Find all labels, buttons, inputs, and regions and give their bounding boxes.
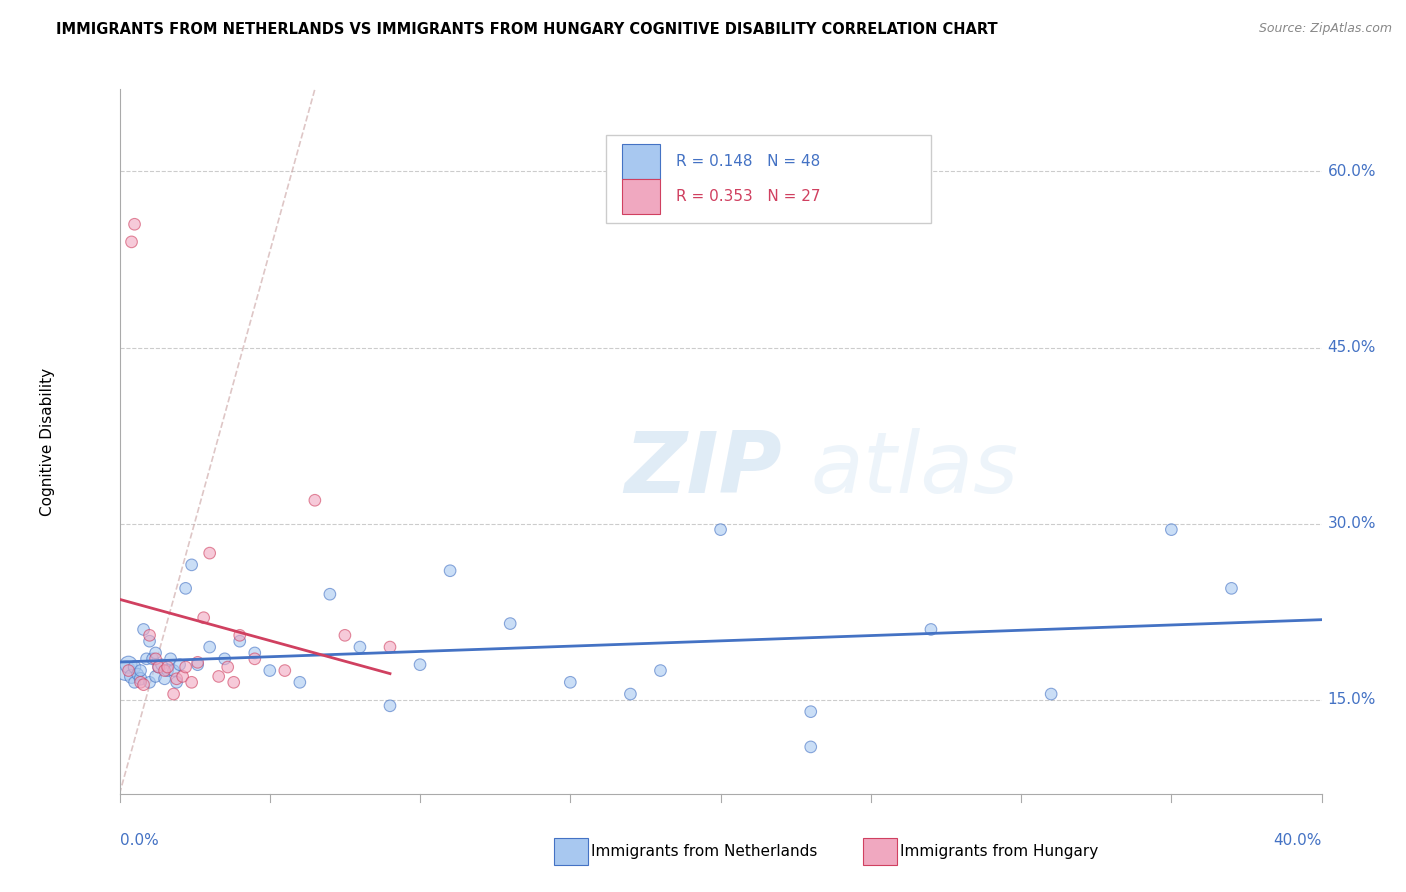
Point — [198, 546, 221, 560]
Point — [243, 646, 266, 660]
Text: 15.0%: 15.0% — [1327, 692, 1376, 707]
Point — [409, 657, 432, 672]
Text: 40.0%: 40.0% — [1274, 832, 1322, 847]
Point — [150, 657, 173, 672]
Point — [135, 652, 157, 666]
Point — [169, 657, 191, 672]
Point — [129, 672, 152, 686]
Point — [129, 675, 152, 690]
Point — [156, 664, 179, 678]
Point — [259, 664, 281, 678]
Point — [162, 687, 184, 701]
Point — [148, 660, 170, 674]
Point — [222, 675, 245, 690]
Point — [138, 675, 160, 690]
Point — [145, 652, 167, 666]
Text: Source: ZipAtlas.com: Source: ZipAtlas.com — [1258, 22, 1392, 36]
Point — [319, 587, 342, 601]
Point — [1040, 687, 1063, 701]
Point — [228, 634, 252, 648]
Text: IMMIGRANTS FROM NETHERLANDS VS IMMIGRANTS FROM HUNGARY COGNITIVE DISABILITY CORR: IMMIGRANTS FROM NETHERLANDS VS IMMIGRANT… — [56, 22, 998, 37]
Point — [121, 669, 143, 683]
Point — [208, 669, 231, 683]
Point — [174, 660, 197, 674]
Point — [127, 667, 149, 681]
Text: R = 0.353   N = 27: R = 0.353 N = 27 — [676, 189, 821, 203]
Point — [709, 523, 731, 537]
Point — [378, 640, 401, 654]
Point — [145, 669, 167, 683]
Point — [214, 652, 236, 666]
Text: 30.0%: 30.0% — [1327, 516, 1376, 532]
Point — [180, 675, 202, 690]
Point — [114, 664, 136, 678]
Point — [121, 235, 143, 249]
Point — [228, 628, 252, 642]
Point — [172, 669, 194, 683]
Point — [129, 664, 152, 678]
Point — [274, 664, 297, 678]
Text: ZIP: ZIP — [624, 428, 782, 511]
Point — [288, 675, 311, 690]
FancyBboxPatch shape — [621, 145, 661, 178]
Point — [920, 623, 942, 637]
Text: Immigrants from Netherlands: Immigrants from Netherlands — [591, 845, 817, 859]
Point — [499, 616, 522, 631]
Point — [166, 675, 188, 690]
Point — [560, 675, 582, 690]
Text: 45.0%: 45.0% — [1327, 340, 1376, 355]
Point — [243, 652, 266, 666]
Point — [166, 672, 188, 686]
Point — [800, 705, 823, 719]
Point — [148, 660, 170, 674]
Point — [117, 664, 139, 678]
Point — [156, 660, 179, 674]
Point — [145, 646, 167, 660]
Point — [800, 739, 823, 754]
FancyBboxPatch shape — [621, 179, 661, 214]
Point — [198, 640, 221, 654]
Point — [153, 664, 176, 678]
Point — [619, 687, 641, 701]
Text: Immigrants from Hungary: Immigrants from Hungary — [900, 845, 1098, 859]
Point — [1220, 582, 1243, 596]
Point — [349, 640, 371, 654]
FancyBboxPatch shape — [606, 135, 931, 223]
Point — [304, 493, 326, 508]
Point — [193, 610, 215, 624]
Point — [187, 656, 209, 670]
Point — [153, 672, 176, 686]
Point — [138, 634, 160, 648]
Point — [159, 652, 181, 666]
Point — [439, 564, 461, 578]
Point — [138, 628, 160, 642]
Point — [1160, 523, 1182, 537]
Point — [378, 698, 401, 713]
Point — [180, 558, 202, 572]
Text: Cognitive Disability: Cognitive Disability — [39, 368, 55, 516]
Point — [142, 652, 165, 666]
Text: 60.0%: 60.0% — [1327, 164, 1376, 179]
Point — [132, 623, 155, 637]
Point — [124, 660, 146, 674]
Point — [650, 664, 672, 678]
Point — [132, 678, 155, 692]
Point — [124, 217, 146, 231]
Point — [217, 660, 239, 674]
Point — [162, 664, 184, 678]
Text: atlas: atlas — [811, 428, 1019, 511]
Point — [187, 657, 209, 672]
Point — [333, 628, 356, 642]
Text: 0.0%: 0.0% — [120, 832, 159, 847]
Point — [117, 657, 139, 672]
Point — [124, 675, 146, 690]
Point — [174, 582, 197, 596]
Text: R = 0.148   N = 48: R = 0.148 N = 48 — [676, 153, 820, 169]
